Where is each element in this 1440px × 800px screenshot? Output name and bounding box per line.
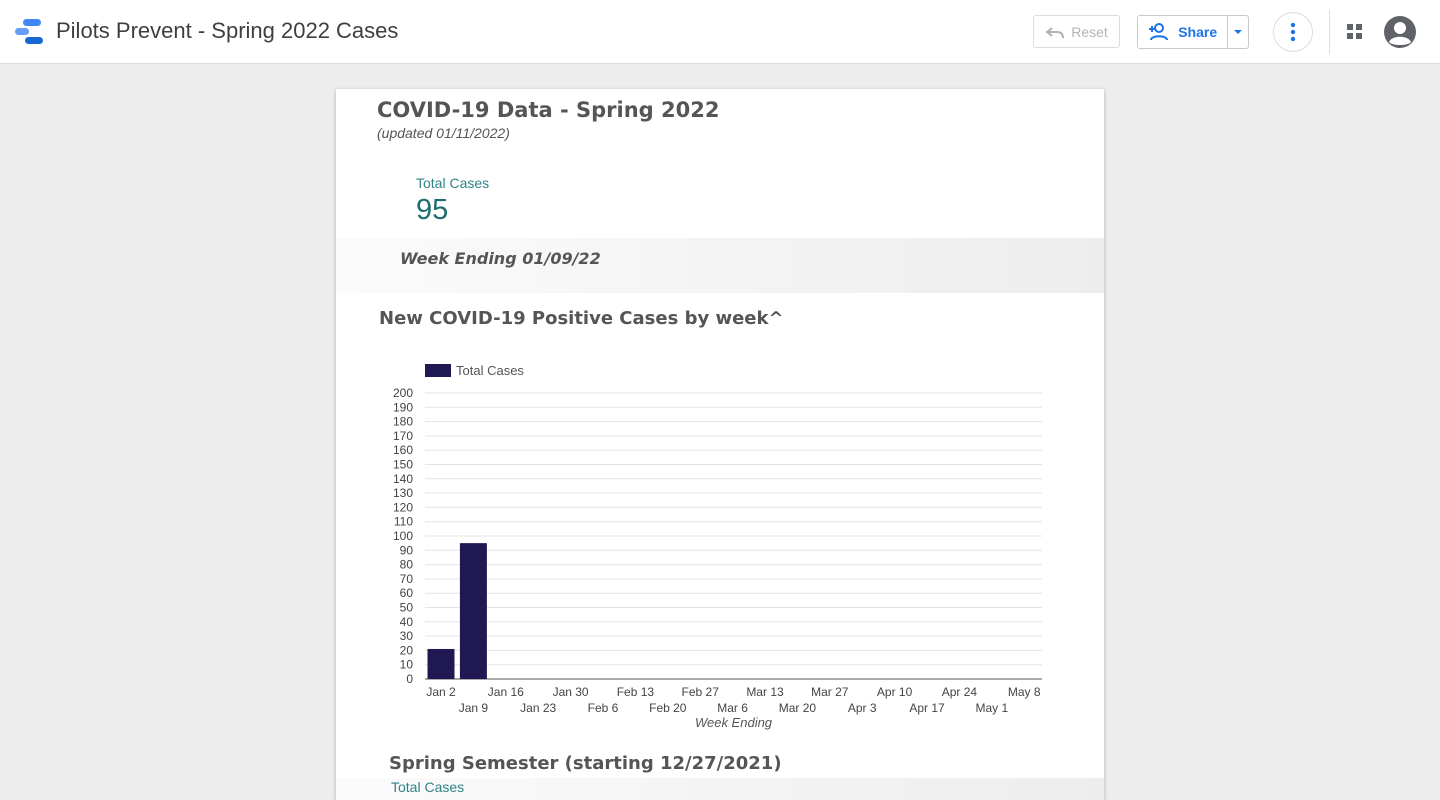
share-dropdown-button[interactable]: [1228, 16, 1248, 48]
y-tick-label: 40: [400, 615, 414, 629]
person-add-icon: [1149, 23, 1169, 41]
x-tick-label: Feb 6: [588, 701, 619, 715]
top-bar: Pilots Prevent - Spring 2022 Cases Reset…: [0, 0, 1440, 64]
week-ending-text: Week Ending 01/09/22: [400, 249, 601, 268]
x-tick-label: Apr 24: [942, 685, 978, 699]
y-tick-label: 50: [400, 601, 414, 615]
y-tick-label: 10: [400, 658, 414, 672]
account-circle-icon[interactable]: [1383, 15, 1417, 49]
x-tick-label: Apr 17: [909, 701, 945, 715]
legend-swatch: [425, 364, 451, 377]
y-tick-label: 190: [393, 400, 413, 414]
y-tick-label: 0: [406, 672, 413, 686]
spring-semester-title: Spring Semester (starting 12/27/2021): [389, 753, 782, 774]
y-tick-label: 30: [400, 629, 414, 643]
x-tick-label: Mar 13: [746, 685, 784, 699]
x-tick-label: Feb 27: [682, 685, 720, 699]
y-tick-label: 180: [393, 415, 413, 429]
x-tick-label: Apr 10: [877, 685, 913, 699]
x-axis-title: Week Ending: [695, 715, 773, 730]
y-tick-label: 70: [400, 572, 414, 586]
more-vert-icon: [1290, 22, 1296, 42]
chart-bar: [459, 543, 487, 679]
x-tick-label: Jan 2: [426, 685, 456, 699]
x-tick-label: May 1: [975, 701, 1008, 715]
y-tick-label: 110: [394, 515, 413, 529]
x-tick-label: Mar 20: [779, 701, 817, 715]
share-button[interactable]: Share: [1138, 16, 1229, 48]
x-tick-label: May 8: [1008, 685, 1041, 699]
chart-bar: [427, 648, 455, 679]
report-name[interactable]: Pilots Prevent - Spring 2022 Cases: [56, 18, 399, 43]
spring-scorecard-label: Total Cases: [391, 779, 465, 795]
y-tick-label: 170: [393, 429, 413, 443]
y-tick-label: 160: [393, 443, 413, 457]
caret-down-icon: [1234, 30, 1243, 34]
spring-scorecard-band: [336, 778, 1104, 800]
y-tick-label: 150: [393, 458, 413, 472]
x-tick-label: Jan 23: [520, 701, 556, 715]
more-options-button[interactable]: [1273, 12, 1313, 52]
report-page: COVID-19 Data - Spring 2022 (updated 01/…: [336, 89, 1104, 800]
x-tick-label: Feb 13: [617, 685, 655, 699]
y-tick-label: 200: [393, 386, 413, 400]
y-tick-label: 130: [393, 486, 413, 500]
reset-button[interactable]: Reset: [1033, 15, 1120, 48]
x-tick-label: Mar 27: [811, 685, 849, 699]
y-tick-label: 90: [400, 543, 414, 557]
x-tick-label: Apr 3: [848, 701, 877, 715]
x-tick-label: Feb 20: [649, 701, 687, 715]
chart-title: New COVID-19 Positive Cases by week^: [379, 308, 784, 329]
y-tick-label: 60: [400, 586, 414, 600]
y-tick-label: 120: [393, 500, 413, 514]
report-title: COVID-19 Data - Spring 2022: [377, 98, 720, 122]
y-tick-label: 140: [393, 472, 413, 486]
x-tick-label: Jan 16: [488, 685, 524, 699]
x-tick-label: Jan 9: [459, 701, 489, 715]
week-ending-band: [336, 238, 1104, 293]
x-tick-label: Mar 6: [717, 701, 748, 715]
y-tick-label: 100: [393, 529, 413, 543]
y-tick-label: 80: [400, 558, 414, 572]
legend-label: Total Cases: [456, 363, 524, 378]
report-updated-date: (updated 01/11/2022): [377, 125, 510, 141]
toolbar-divider: [1329, 10, 1330, 54]
undo-icon: [1045, 26, 1065, 38]
x-tick-label: Jan 30: [553, 685, 589, 699]
apps-grid-icon[interactable]: [1345, 22, 1365, 42]
data-studio-logo-icon[interactable]: [14, 18, 44, 46]
reset-label: Reset: [1071, 23, 1108, 40]
share-label: Share: [1178, 24, 1218, 40]
cases-bar-chart[interactable]: Total Cases01020304050607080901001101201…: [336, 349, 1104, 739]
scorecard-label: Total Cases: [416, 175, 490, 191]
scorecard-value[interactable]: 95: [416, 194, 449, 226]
share-button-group: Share: [1137, 15, 1249, 49]
y-tick-label: 20: [400, 643, 414, 657]
